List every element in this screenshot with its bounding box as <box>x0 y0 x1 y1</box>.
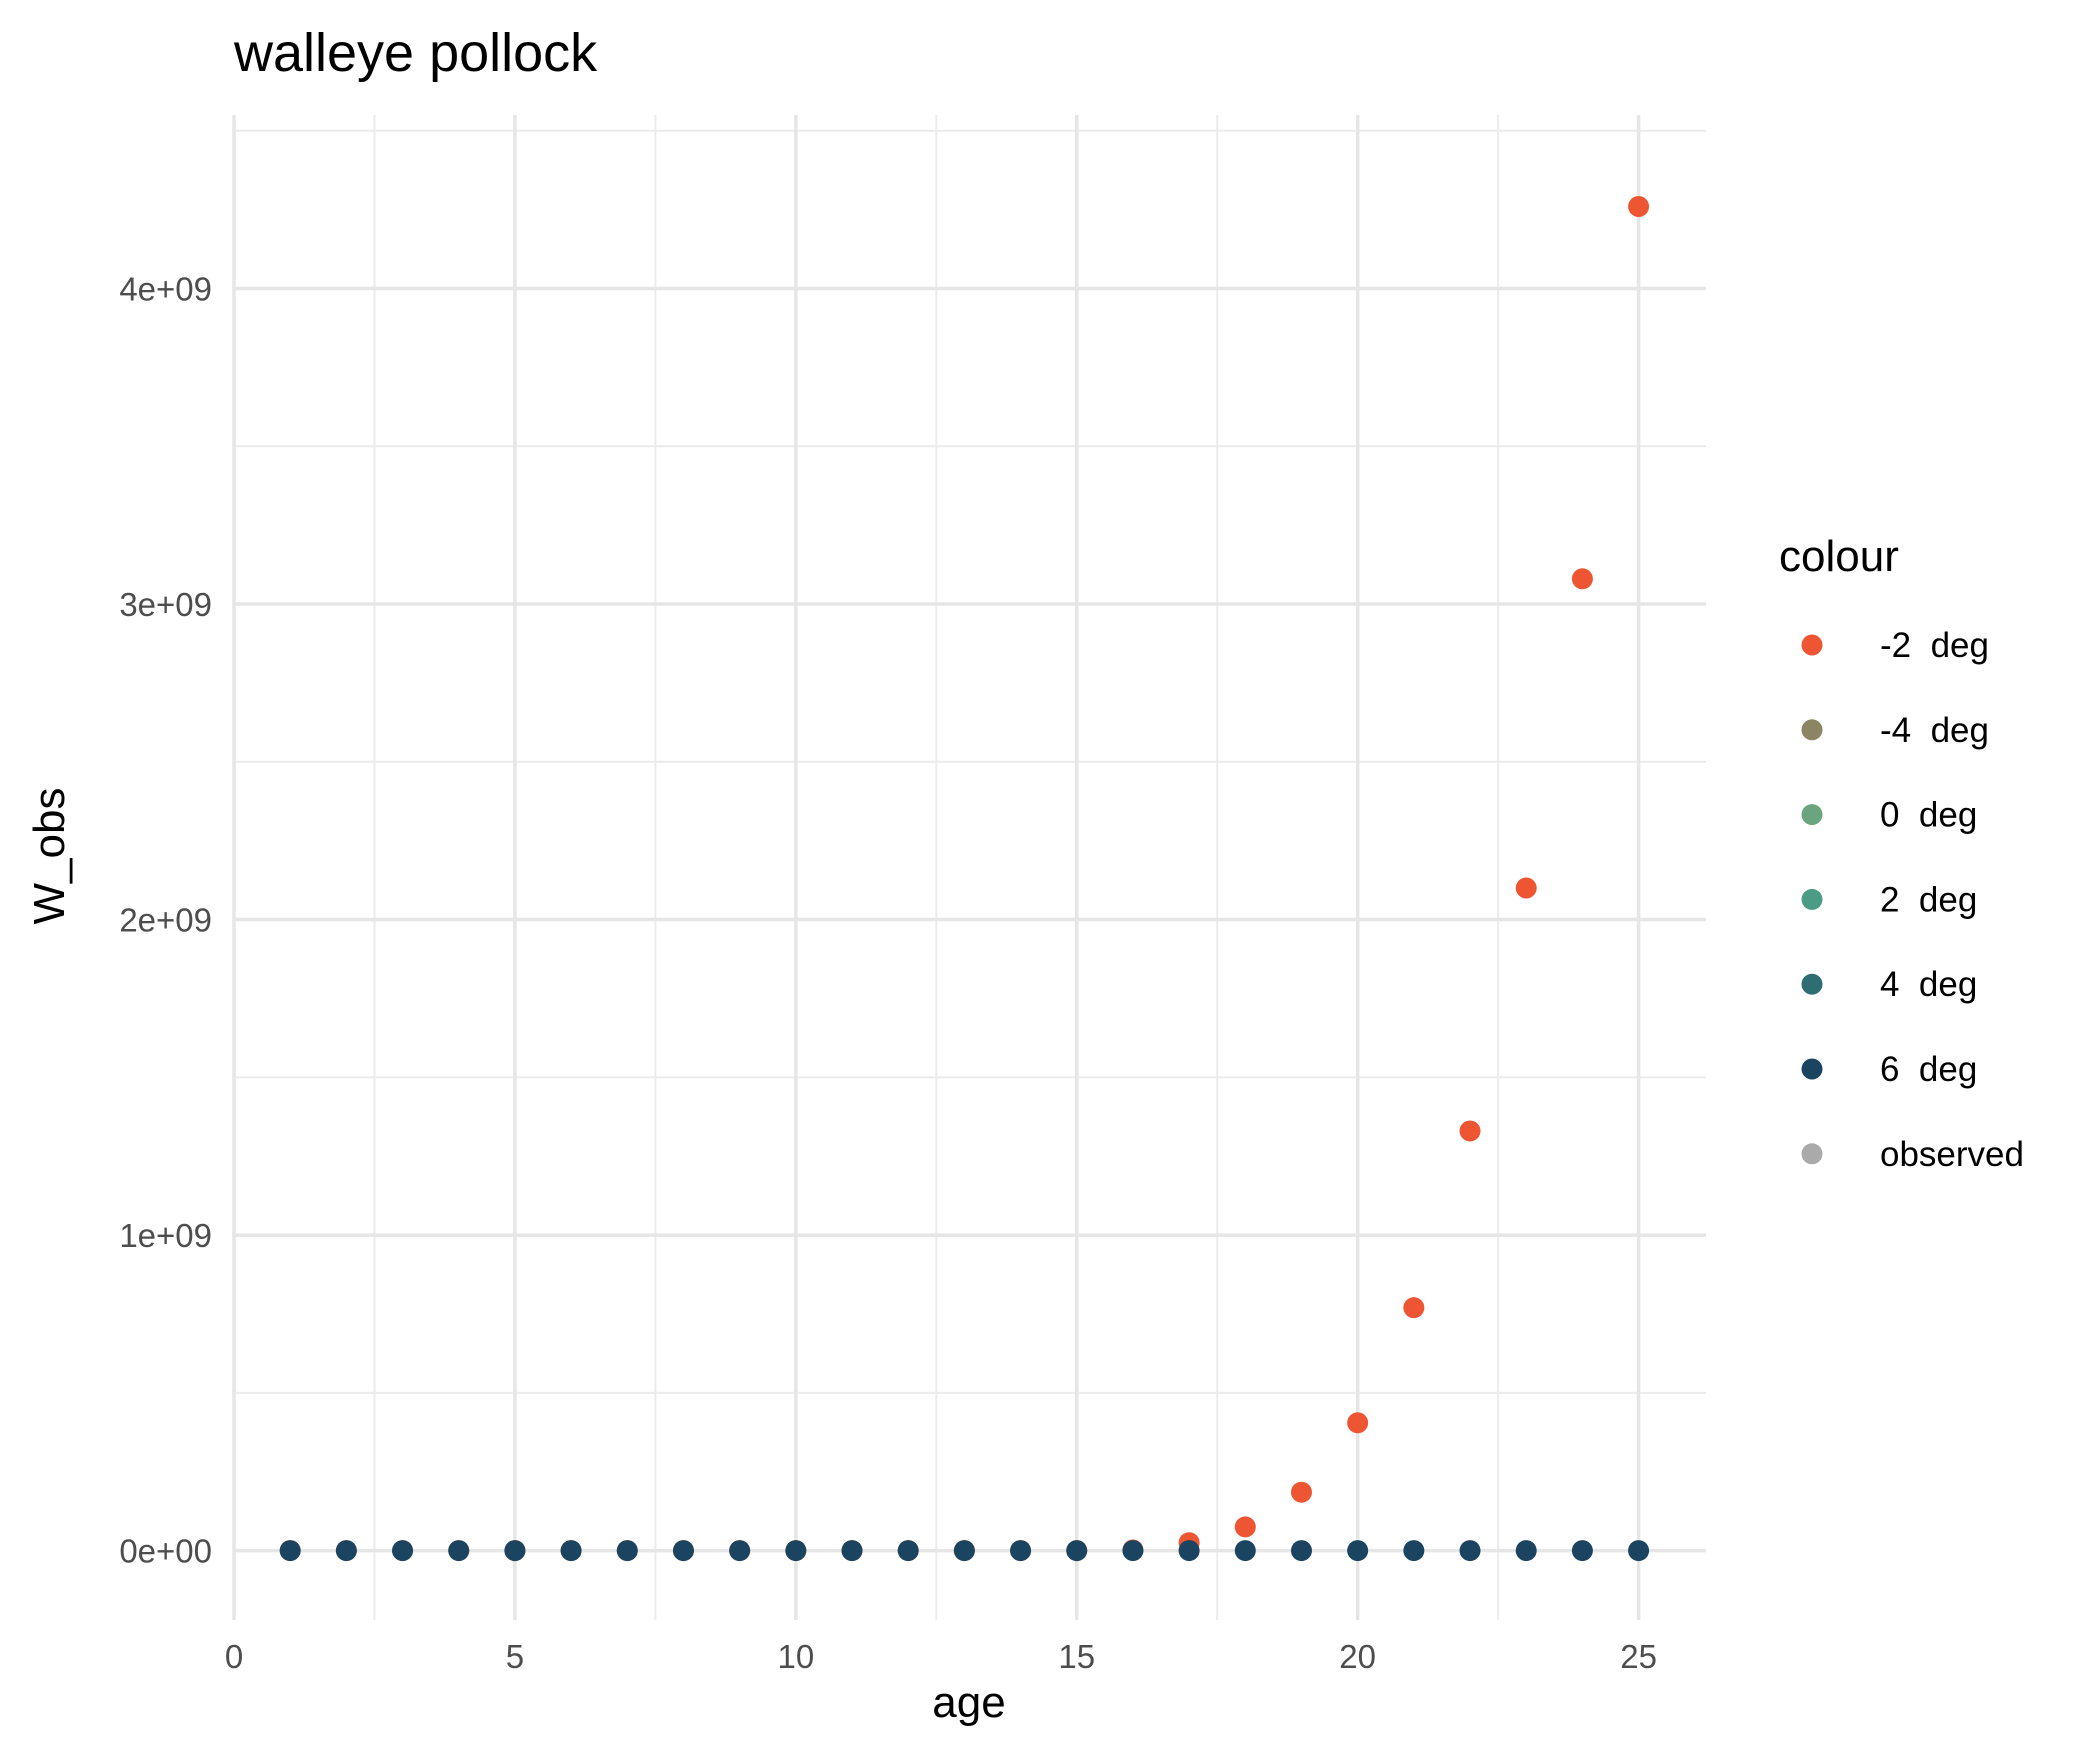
x-axis-ticks: 0 5 10 15 20 25 <box>225 1638 1657 1675</box>
data-point <box>1403 1297 1425 1319</box>
data-point <box>1571 1540 1593 1562</box>
data-point <box>1347 1412 1369 1434</box>
data-point <box>841 1540 863 1562</box>
x-tick-label: 15 <box>1058 1638 1095 1675</box>
data-point <box>1459 1120 1481 1142</box>
legend-title: colour <box>1779 532 1899 581</box>
x-tick-label: 25 <box>1620 1638 1657 1675</box>
data-point <box>1122 1540 1144 1562</box>
x-axis-title: age <box>932 1678 1005 1727</box>
data-point <box>1347 1540 1369 1562</box>
y-tick-label: 0e+00 <box>119 1533 212 1570</box>
legend-label: 6 deg <box>1880 1050 1977 1089</box>
x-tick-label: 5 <box>506 1638 524 1675</box>
major-gridlines <box>232 115 1706 1620</box>
legend-key <box>1801 888 1823 910</box>
data-point <box>672 1540 694 1562</box>
data-point <box>1403 1540 1425 1562</box>
data-point <box>616 1540 638 1562</box>
y-axis-ticks: 0e+00 1e+09 2e+09 3e+09 4e+09 <box>119 271 212 1570</box>
data-point <box>504 1540 526 1562</box>
data-point <box>1234 1540 1256 1562</box>
data-point <box>1010 1540 1032 1562</box>
data-point <box>1459 1540 1481 1562</box>
data-point <box>560 1540 582 1562</box>
legend-label: 2 deg <box>1880 880 1977 919</box>
data-point <box>279 1540 301 1562</box>
legend-label: -2 deg <box>1880 626 1989 665</box>
data-point <box>1628 195 1650 217</box>
y-axis-title: W_obs <box>25 788 74 925</box>
y-tick-label: 4e+09 <box>119 271 212 308</box>
data-point <box>1290 1481 1312 1503</box>
data-points <box>279 195 1650 1562</box>
legend-key <box>1801 973 1823 995</box>
data-point <box>1178 1540 1200 1562</box>
x-tick-label: 20 <box>1339 1638 1376 1675</box>
legend-label: -4 deg <box>1880 711 1989 750</box>
x-tick-label: 10 <box>777 1638 814 1675</box>
legend-key <box>1801 1143 1823 1165</box>
y-tick-label: 1e+09 <box>119 1217 212 1254</box>
data-point <box>897 1540 919 1562</box>
data-point <box>1571 568 1593 590</box>
data-point <box>1515 1540 1537 1562</box>
data-point <box>1066 1540 1088 1562</box>
data-point <box>953 1540 975 1562</box>
legend-key <box>1801 634 1823 656</box>
legend-label: observed <box>1880 1135 2024 1174</box>
legend-key <box>1801 1058 1823 1080</box>
minor-gridlines <box>234 115 1706 1620</box>
y-tick-label: 2e+09 <box>119 902 212 939</box>
data-point <box>729 1540 751 1562</box>
y-tick-label: 3e+09 <box>119 586 212 623</box>
data-point <box>1628 1540 1650 1562</box>
data-point <box>448 1540 470 1562</box>
legend: colour -2 deg -4 deg 0 deg 2 deg 4 deg 6 deg o… <box>1779 532 2024 1174</box>
legend-key <box>1801 719 1823 741</box>
data-point <box>785 1540 807 1562</box>
data-point <box>335 1540 357 1562</box>
data-point <box>392 1540 414 1562</box>
data-point <box>1234 1516 1256 1538</box>
legend-key <box>1801 804 1823 826</box>
data-point <box>1515 877 1537 899</box>
legend-label: 4 deg <box>1880 965 1977 1004</box>
data-point <box>1290 1540 1312 1562</box>
legend-entries: -2 deg -4 deg 0 deg 2 deg 4 deg 6 deg observed <box>1801 626 2024 1174</box>
x-tick-label: 0 <box>225 1638 243 1675</box>
legend-label: 0 deg <box>1880 796 1977 835</box>
chart-title: walleye pollock <box>233 23 598 83</box>
